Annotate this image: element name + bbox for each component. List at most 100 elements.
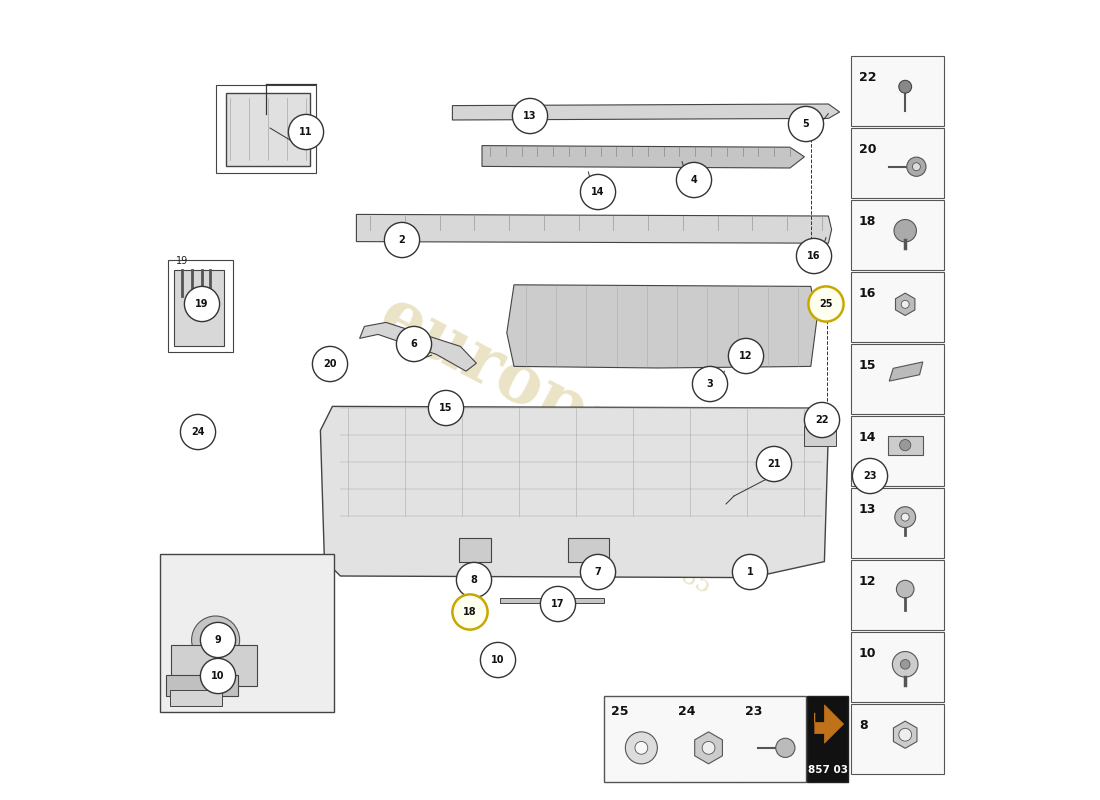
Polygon shape [507, 285, 817, 368]
Circle shape [692, 366, 727, 402]
Circle shape [900, 439, 911, 450]
FancyBboxPatch shape [850, 488, 944, 558]
FancyBboxPatch shape [170, 690, 222, 706]
Text: 15: 15 [859, 359, 877, 372]
Circle shape [912, 162, 921, 170]
Text: 16: 16 [807, 251, 821, 261]
Circle shape [776, 738, 795, 758]
Circle shape [899, 80, 912, 93]
Circle shape [676, 162, 712, 198]
Circle shape [180, 414, 216, 450]
FancyBboxPatch shape [226, 93, 310, 166]
FancyBboxPatch shape [804, 426, 836, 446]
Circle shape [200, 622, 235, 658]
Polygon shape [500, 598, 604, 603]
Circle shape [428, 390, 463, 426]
Circle shape [384, 222, 419, 258]
Text: 20: 20 [323, 359, 337, 369]
Polygon shape [895, 293, 915, 315]
Text: 7: 7 [595, 567, 602, 577]
Text: 22: 22 [815, 415, 828, 425]
Text: 14: 14 [859, 431, 877, 444]
Text: europarts: europarts [367, 282, 733, 518]
Polygon shape [893, 721, 917, 748]
Text: 5: 5 [803, 119, 810, 129]
Circle shape [206, 630, 225, 650]
Text: a passion for parts since 1985: a passion for parts since 1985 [385, 409, 715, 599]
Circle shape [635, 742, 648, 754]
Text: 857 03: 857 03 [807, 766, 848, 775]
Text: 19: 19 [196, 299, 209, 309]
Text: 21: 21 [768, 459, 781, 469]
Text: 9: 9 [214, 635, 221, 645]
Circle shape [452, 594, 487, 630]
Text: 12: 12 [859, 575, 877, 588]
Text: 25: 25 [820, 299, 833, 309]
Circle shape [396, 326, 431, 362]
FancyBboxPatch shape [888, 435, 923, 454]
Text: 1: 1 [747, 567, 754, 577]
Circle shape [513, 98, 548, 134]
Text: 23: 23 [864, 471, 877, 481]
FancyBboxPatch shape [160, 554, 334, 712]
Text: 14: 14 [592, 187, 605, 197]
Polygon shape [452, 104, 839, 120]
Circle shape [456, 562, 492, 598]
Text: 6: 6 [410, 339, 417, 349]
Circle shape [481, 642, 516, 678]
Circle shape [796, 238, 832, 274]
Circle shape [312, 346, 348, 382]
Circle shape [896, 580, 914, 598]
Circle shape [288, 114, 323, 150]
Text: 11: 11 [299, 127, 312, 137]
Circle shape [892, 651, 918, 677]
Circle shape [757, 446, 792, 482]
FancyBboxPatch shape [850, 560, 944, 630]
Circle shape [901, 513, 910, 521]
Text: 22: 22 [859, 71, 877, 84]
Text: 2: 2 [398, 235, 406, 245]
Text: 20: 20 [859, 143, 877, 156]
FancyBboxPatch shape [850, 704, 944, 774]
Text: 18: 18 [859, 215, 877, 228]
Text: 15: 15 [439, 403, 453, 413]
Circle shape [901, 659, 910, 669]
Text: 16: 16 [859, 287, 877, 300]
Polygon shape [320, 406, 828, 578]
Polygon shape [815, 705, 844, 743]
FancyBboxPatch shape [850, 344, 944, 414]
Circle shape [901, 300, 910, 308]
FancyBboxPatch shape [850, 632, 944, 702]
Polygon shape [482, 146, 804, 168]
Circle shape [894, 219, 916, 242]
Circle shape [808, 286, 844, 322]
Circle shape [899, 728, 912, 741]
Circle shape [702, 742, 715, 754]
FancyBboxPatch shape [166, 675, 238, 696]
Text: 10: 10 [859, 647, 877, 660]
Circle shape [852, 458, 888, 494]
FancyBboxPatch shape [604, 696, 806, 782]
FancyBboxPatch shape [850, 272, 944, 342]
Polygon shape [695, 732, 723, 764]
Circle shape [728, 338, 763, 374]
Circle shape [789, 106, 824, 142]
Text: 24: 24 [191, 427, 205, 437]
Circle shape [540, 586, 575, 622]
Polygon shape [360, 322, 476, 371]
FancyBboxPatch shape [459, 538, 491, 562]
Text: 10: 10 [211, 671, 224, 681]
Text: 12: 12 [739, 351, 752, 361]
FancyBboxPatch shape [568, 538, 609, 562]
Text: 19: 19 [176, 256, 189, 266]
Text: 3: 3 [706, 379, 714, 389]
Text: 13: 13 [524, 111, 537, 121]
Polygon shape [356, 214, 832, 243]
Circle shape [894, 506, 915, 527]
Circle shape [200, 658, 235, 694]
Text: 8: 8 [471, 575, 477, 585]
Circle shape [581, 174, 616, 210]
Circle shape [733, 554, 768, 590]
Text: 25: 25 [610, 705, 628, 718]
Text: 24: 24 [678, 705, 695, 718]
